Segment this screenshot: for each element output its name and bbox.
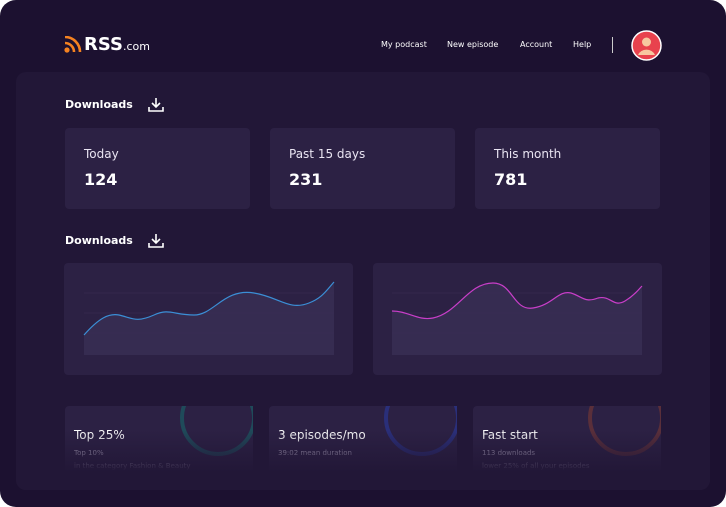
logo[interactable]: RSS.com — [84, 34, 150, 55]
stat-card — [475, 128, 660, 209]
stat-card — [270, 128, 455, 209]
stat-value: 781 — [494, 170, 528, 189]
chart-card — [373, 263, 662, 375]
section-title: Downloads — [65, 234, 133, 247]
nav-link[interactable]: Help — [573, 40, 592, 49]
logo-suffix: .com — [122, 40, 150, 53]
logo-icon — [64, 36, 82, 53]
avatar[interactable] — [631, 30, 662, 61]
fade-overlay — [16, 430, 710, 490]
stat-value: 231 — [289, 170, 323, 189]
nav-divider — [612, 37, 613, 53]
stat-label: Today — [84, 147, 119, 161]
download-icon[interactable] — [148, 233, 164, 249]
nav-link[interactable]: New episode — [447, 40, 499, 49]
nav-link[interactable]: Account — [520, 40, 553, 49]
nav-link[interactable]: My podcast — [381, 40, 427, 49]
stat-card — [65, 128, 250, 209]
stat-label: Past 15 days — [289, 147, 366, 161]
stat-label: This month — [494, 147, 562, 161]
section-title: Downloads — [65, 98, 133, 111]
download-icon[interactable] — [148, 97, 164, 113]
logo-main: RSS — [84, 34, 123, 55]
stat-value: 124 — [84, 170, 118, 189]
chart-card — [64, 263, 353, 375]
